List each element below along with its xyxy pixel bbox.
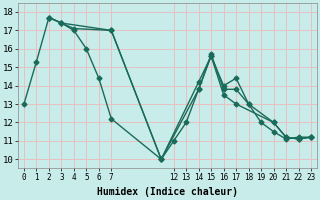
X-axis label: Humidex (Indice chaleur): Humidex (Indice chaleur) [97, 187, 238, 197]
